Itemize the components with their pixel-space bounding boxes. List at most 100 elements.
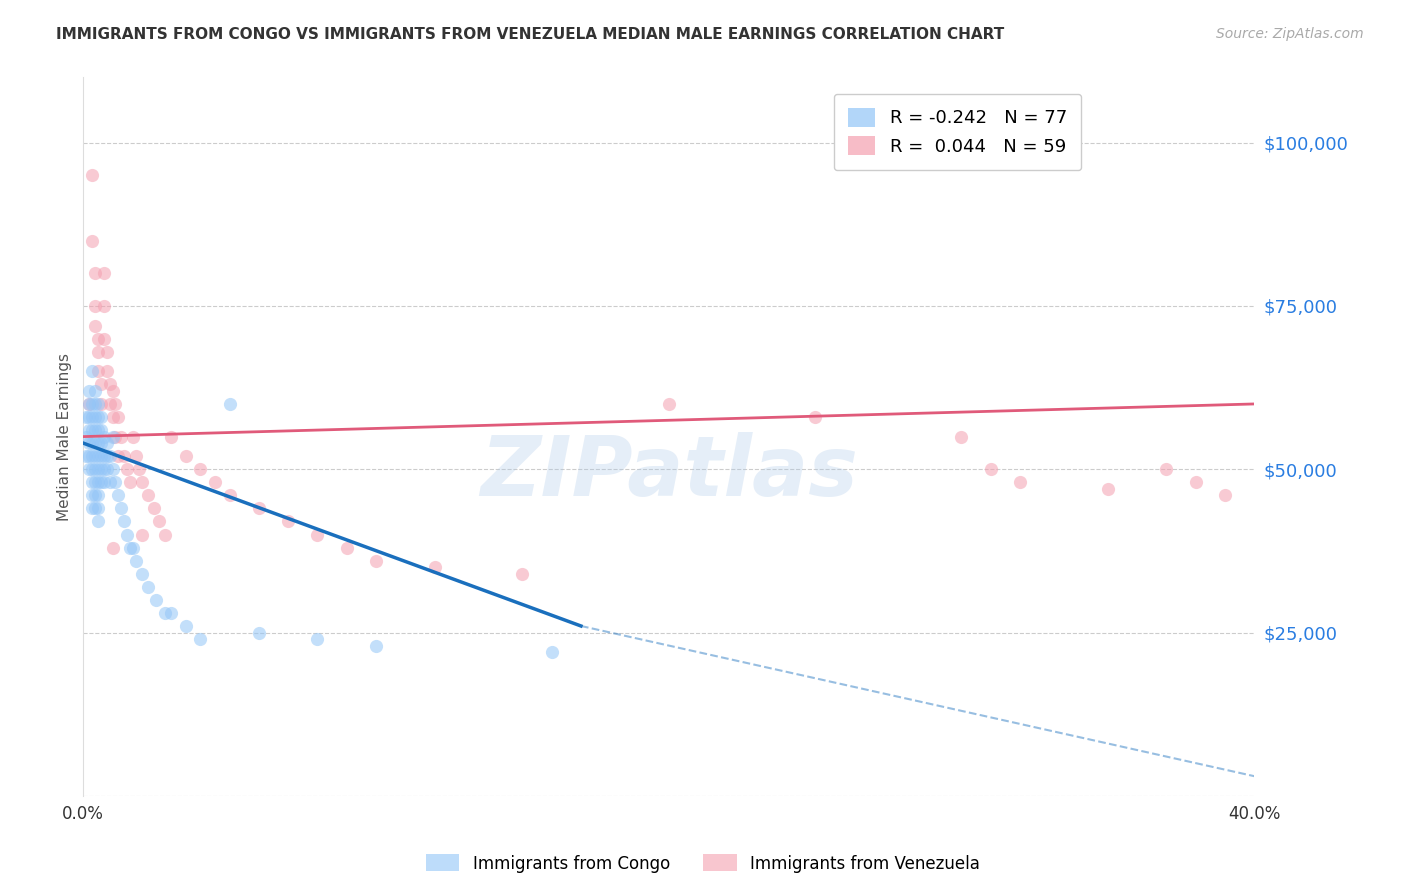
Point — [122, 541, 145, 555]
Point — [980, 462, 1002, 476]
Point — [80, 436, 103, 450]
Point — [77, 436, 100, 450]
Y-axis label: Median Male Earnings: Median Male Earnings — [58, 352, 72, 521]
Text: ZIPatlas: ZIPatlas — [479, 432, 858, 513]
Point — [90, 475, 112, 490]
Point — [93, 429, 115, 443]
Point — [77, 397, 100, 411]
Point — [84, 475, 107, 490]
Point — [80, 475, 103, 490]
Point — [120, 541, 142, 555]
Point — [87, 462, 110, 476]
Point — [77, 423, 100, 437]
Point — [104, 429, 127, 443]
Point — [87, 436, 110, 450]
Point — [84, 449, 107, 463]
Point — [1156, 462, 1178, 476]
Point — [87, 501, 110, 516]
Point — [87, 364, 110, 378]
Point — [131, 475, 153, 490]
Point — [77, 409, 100, 424]
Point — [218, 397, 240, 411]
Point — [93, 332, 115, 346]
Point — [190, 462, 212, 476]
Point — [84, 409, 107, 424]
Point — [247, 501, 270, 516]
Point — [364, 639, 387, 653]
Point — [80, 462, 103, 476]
Point — [80, 409, 103, 424]
Point — [87, 332, 110, 346]
Point — [87, 397, 110, 411]
Point — [87, 423, 110, 437]
Point — [84, 488, 107, 502]
Point — [804, 409, 827, 424]
Text: Source: ZipAtlas.com: Source: ZipAtlas.com — [1216, 27, 1364, 41]
Legend: R = -0.242   N = 77, R =  0.044   N = 59: R = -0.242 N = 77, R = 0.044 N = 59 — [834, 94, 1081, 170]
Point — [84, 423, 107, 437]
Legend: Immigrants from Congo, Immigrants from Venezuela: Immigrants from Congo, Immigrants from V… — [419, 847, 987, 880]
Point — [122, 429, 145, 443]
Point — [84, 318, 107, 333]
Point — [98, 377, 121, 392]
Point — [96, 449, 118, 463]
Point — [120, 475, 142, 490]
Point — [75, 409, 97, 424]
Point — [84, 299, 107, 313]
Point — [77, 384, 100, 398]
Point — [364, 554, 387, 568]
Point — [107, 449, 129, 463]
Point — [131, 527, 153, 541]
Point — [87, 488, 110, 502]
Point — [131, 566, 153, 581]
Point — [98, 397, 121, 411]
Point — [336, 541, 359, 555]
Point — [93, 266, 115, 280]
Point — [80, 423, 103, 437]
Point — [77, 397, 100, 411]
Point — [75, 429, 97, 443]
Point — [87, 344, 110, 359]
Point — [1184, 475, 1206, 490]
Point — [110, 429, 132, 443]
Point — [107, 488, 129, 502]
Point — [90, 462, 112, 476]
Point — [93, 299, 115, 313]
Point — [1097, 482, 1119, 496]
Point — [90, 397, 112, 411]
Point — [101, 409, 124, 424]
Point — [145, 592, 167, 607]
Point — [110, 501, 132, 516]
Point — [148, 515, 170, 529]
Point — [80, 501, 103, 516]
Point — [90, 377, 112, 392]
Point — [93, 449, 115, 463]
Point — [104, 397, 127, 411]
Point — [218, 488, 240, 502]
Point — [90, 436, 112, 450]
Point — [160, 429, 183, 443]
Point — [112, 449, 135, 463]
Point — [1008, 475, 1031, 490]
Point — [277, 515, 299, 529]
Point — [84, 266, 107, 280]
Point — [204, 475, 226, 490]
Point — [112, 515, 135, 529]
Point — [307, 632, 329, 646]
Point — [80, 397, 103, 411]
Point — [80, 364, 103, 378]
Point — [84, 436, 107, 450]
Point — [190, 632, 212, 646]
Point — [87, 449, 110, 463]
Point — [96, 462, 118, 476]
Point — [80, 169, 103, 183]
Point — [84, 384, 107, 398]
Point — [80, 234, 103, 248]
Point — [115, 462, 138, 476]
Point — [128, 462, 150, 476]
Point — [101, 384, 124, 398]
Point — [1213, 488, 1236, 502]
Point — [155, 606, 177, 620]
Point — [77, 449, 100, 463]
Point — [84, 501, 107, 516]
